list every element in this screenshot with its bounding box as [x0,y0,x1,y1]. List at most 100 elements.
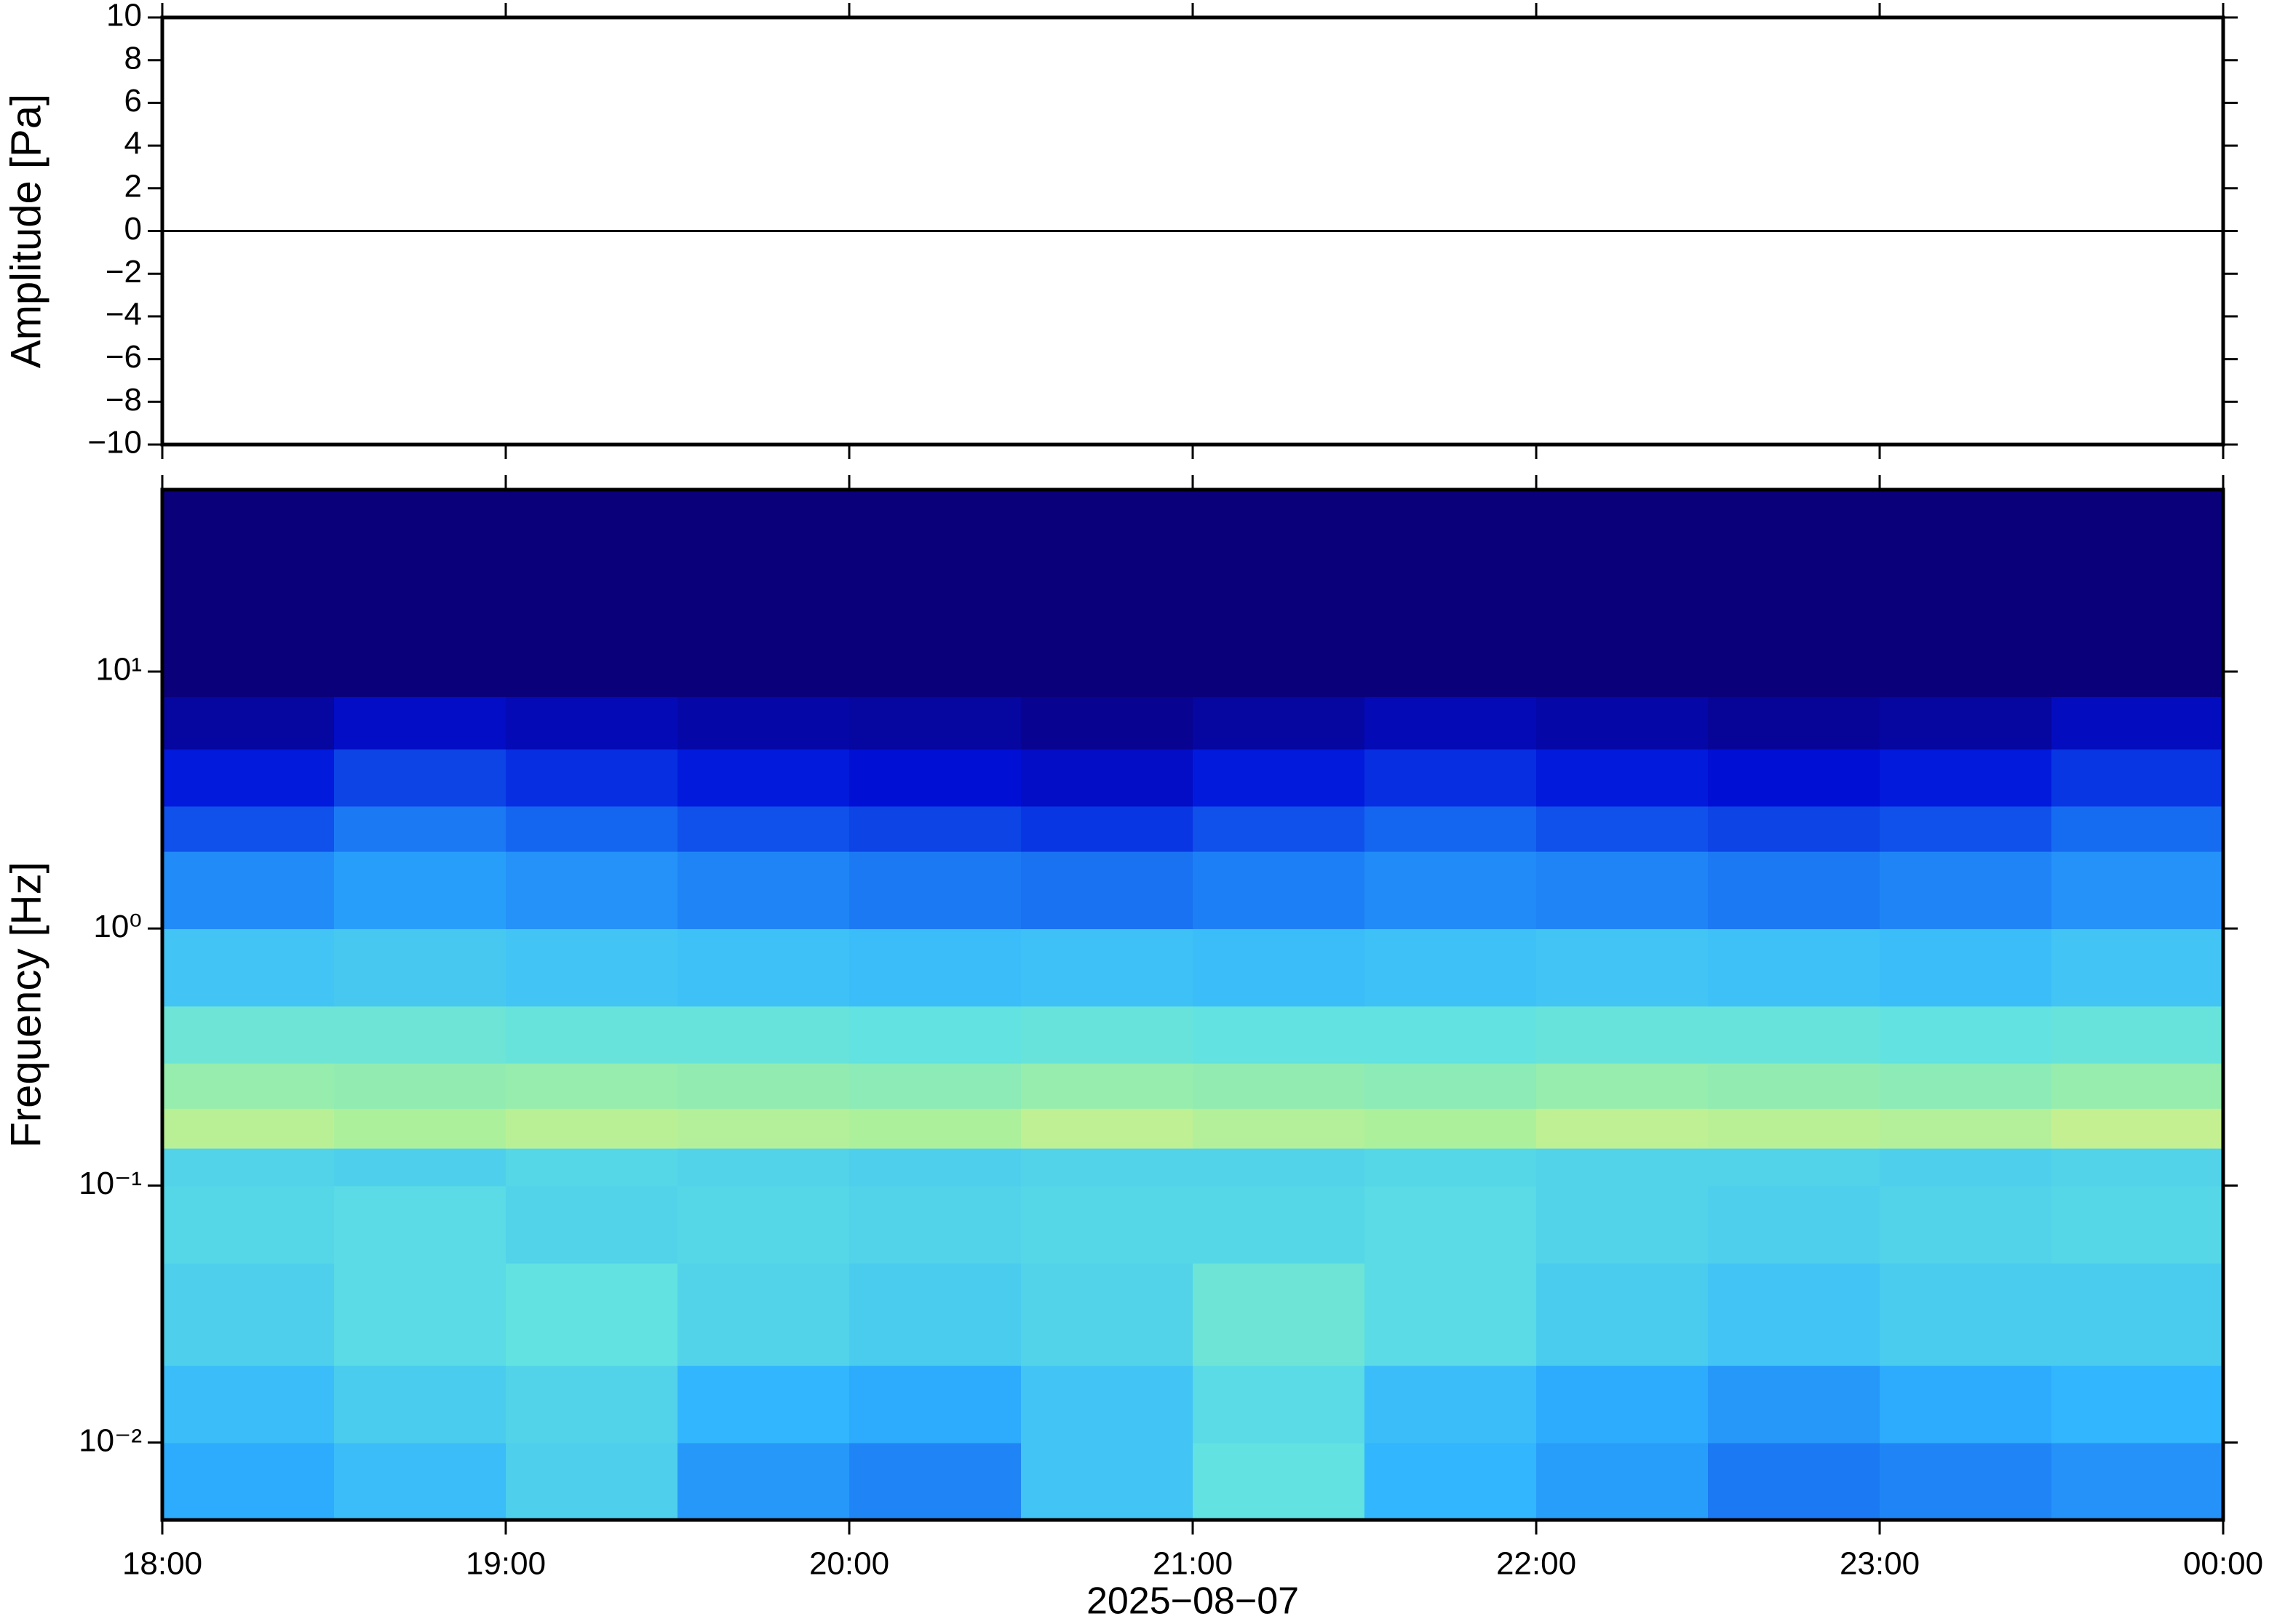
spectrogram-cell [1364,1365,1537,1444]
x-tick-label: 21:00 [1153,1546,1233,1582]
spectrogram-cell [1880,1185,2052,1264]
spectrogram-cell [1708,1147,1880,1187]
spectrogram-cell [162,1185,335,1264]
spectrogram-cell [1364,1185,1537,1264]
spectrogram-cell [1193,1262,1365,1366]
spectrogram-cell [162,1262,335,1366]
spectrogram-cell [1364,1442,1537,1521]
spectrogram-cell [1708,1108,1880,1149]
y-axis-label: Amplitude [Pa] [2,94,49,368]
spectrogram-cell [334,1108,506,1149]
spectrogram-cell [1364,490,1537,697]
spectrogram-cell [677,1262,850,1366]
y-tick-label: 10⁰ [93,909,142,944]
spectrogram-cell [1193,851,1365,929]
spectrogram-cell [1708,851,1880,929]
spectrogram-cell [677,696,850,750]
spectrogram-cell [506,1062,678,1109]
y-tick-label: 10¹ [95,652,142,688]
spectrogram-cell [1536,1062,1709,1109]
spectrogram-cell [1021,1442,1193,1521]
spectrogram-cell [162,1108,335,1149]
x-tick-label: 18:00 [122,1546,202,1582]
spectrogram-cell [506,851,678,929]
spectrogram-cell [1708,490,1880,697]
y-tick-label: −8 [106,382,142,418]
spectrogram-cell [1364,1147,1537,1187]
x-tick-label: 20:00 [809,1546,889,1582]
spectrogram-cell [334,1365,506,1444]
spectrogram-cell [1536,851,1709,929]
y-tick-label: −6 [106,339,142,375]
spectrogram-cell [1536,1365,1709,1444]
spectrogram-cell [2051,851,2224,929]
spectrogram-cell [506,490,678,697]
spectrogram-cell [1880,1147,2052,1187]
spectrogram-cell [1536,1185,1709,1264]
spectrogram-cell [2051,1006,2224,1064]
spectrogram-cell [1708,1262,1880,1366]
spectrogram-cell [506,1185,678,1264]
spectrogram-cell [334,1262,506,1366]
spectrogram-cell [1364,1062,1537,1109]
spectrogram-cell [849,1185,1022,1264]
spectrogram-cell [1880,805,2052,852]
spectrogram-cell [1364,1108,1537,1149]
spectrogram-cell [334,928,506,1007]
spectrogram-cell [1880,1062,2052,1109]
spectrogram-cell [162,1062,335,1109]
spectrogram-cell [1536,1147,1709,1187]
y-tick-label: 0 [124,211,142,247]
spectrogram-cell [1364,805,1537,852]
y-tick-label: 10⁻² [79,1422,142,1458]
spectrogram-cell [849,1262,1022,1366]
spectrogram-cell [1536,928,1709,1007]
spectrogram-cell [2051,1365,2224,1444]
spectrogram-cell [849,1365,1022,1444]
x-tick-label: 19:00 [466,1546,546,1582]
spectrogram-cell [1021,805,1193,852]
spectrogram-cell [506,1147,678,1187]
spectrogram-cell [1193,1108,1365,1149]
spectrogram-cell [1193,1147,1365,1187]
spectrogram-cell [1880,851,2052,929]
spectrogram-cell [162,490,335,697]
spectrogram-cell [162,1365,335,1444]
spectrogram-cell [162,1442,335,1521]
spectrogram-cell [1708,696,1880,750]
spectrogram-cell [2051,1147,2224,1187]
spectrogram-cell [334,696,506,750]
spectrogram-cell [677,1365,850,1444]
spectrogram-cell [1880,1365,2052,1444]
spectrogram-cell [849,1147,1022,1187]
spectrogram-cell [1364,928,1537,1007]
spectrogram-cell [2051,1185,2224,1264]
spectrogram-cell [1021,1365,1193,1444]
spectrogram-cell [506,1262,678,1366]
spectrogram-cell [334,851,506,929]
spectrogram-cell [1193,928,1365,1007]
spectrogram-cell [849,1108,1022,1149]
y-tick-label: 8 [124,40,142,76]
spectrogram-cell [1364,1262,1537,1366]
spectrogram-cell [1708,928,1880,1007]
spectrogram-cell [1193,1062,1365,1109]
spectrogram-cell [1193,749,1365,807]
spectrogram-cell [1021,749,1193,807]
spectrogram-cell [1708,1062,1880,1109]
spectrogram-cell [677,851,850,929]
spectrogram-cell [334,1442,506,1521]
spectrogram-cell [506,805,678,852]
y-tick-label: −4 [106,297,142,333]
spectrogram-cell [1536,805,1709,852]
spectrogram-cell [1193,1442,1365,1521]
y-tick-label: −2 [106,254,142,290]
spectrogram-cell [1021,851,1193,929]
spectrogram-cell [2051,805,2224,852]
spectrogram-cell [849,805,1022,852]
spectrogram-cell [849,928,1022,1007]
x-tick-label: 22:00 [1496,1546,1576,1582]
spectrogram-cell [849,749,1022,807]
spectrogram-cell [1880,696,2052,750]
spectrogram-cell [162,1147,335,1187]
